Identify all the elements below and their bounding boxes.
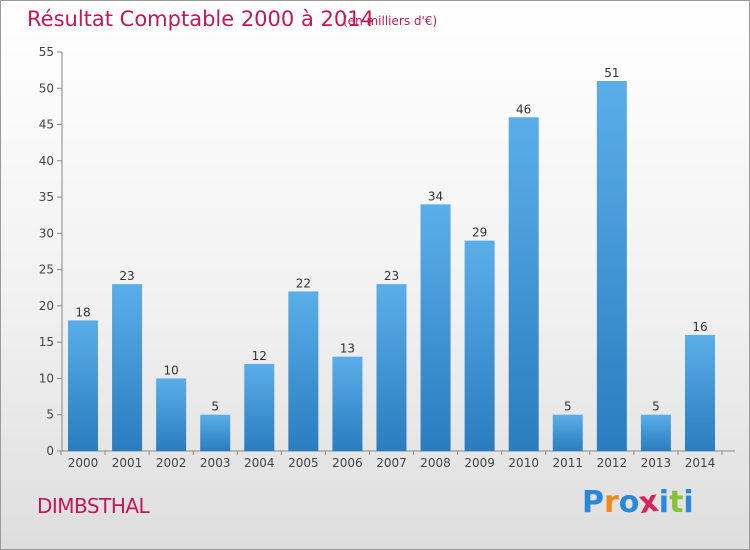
x-tick-label-2008: 2008 [420, 456, 451, 470]
data-label-2006: 13 [340, 342, 355, 356]
y-axis: 0 5 10 15 20 25 30 35 40 45 50 55 [39, 45, 63, 458]
x-tick-label-2005: 2005 [288, 456, 319, 470]
y-tick-label: 0 [46, 444, 54, 458]
bar-2014 [684, 334, 715, 451]
bar-2011 [552, 414, 583, 451]
bar-2013 [640, 414, 671, 451]
logo-letter: r [604, 485, 619, 520]
bar-2012 [596, 81, 627, 451]
data-label-2014: 16 [692, 320, 707, 334]
data-label-2011: 5 [564, 400, 572, 414]
data-label-2010: 46 [516, 102, 531, 116]
logo-letter: x [637, 483, 662, 522]
y-tick-label: 55 [39, 45, 54, 59]
data-label-2013: 5 [652, 400, 660, 414]
bar-2000 [68, 320, 98, 451]
data-label-2002: 10 [163, 363, 178, 377]
x-tick-label-2006: 2006 [332, 456, 363, 470]
x-axis: 2000 2001 2002 2003 2004 2005 2006 2007 2008 2009… [60, 450, 735, 470]
y-tick-label: 10 [39, 371, 54, 385]
bar-2005 [288, 291, 319, 451]
x-tick-label-2000: 2000 [68, 456, 99, 470]
bar-2001 [112, 284, 143, 451]
x-tick-label-2003: 2003 [200, 456, 231, 470]
x-tick-label-2001: 2001 [112, 456, 143, 470]
data-label-2009: 29 [472, 226, 487, 240]
bar-2008 [420, 204, 451, 451]
x-tick-label-2011: 2011 [552, 456, 583, 470]
logo-letter: t [669, 485, 684, 520]
data-label-2001: 23 [119, 269, 134, 283]
y-tick-label: 15 [39, 335, 54, 349]
data-label-2008: 34 [428, 189, 443, 203]
x-tick-label-2013: 2013 [641, 456, 672, 470]
town-name: DIMBSTHAL [37, 494, 150, 518]
bar-2010 [508, 117, 539, 452]
logo-letter: o [618, 485, 640, 520]
x-tick-label-2014: 2014 [685, 456, 716, 470]
proxiti-logo[interactable]: Proxiti [582, 483, 694, 522]
y-tick-label: 50 [39, 81, 54, 95]
bar-2004 [244, 363, 275, 451]
y-tick-label: 5 [46, 408, 54, 422]
x-tick-label-2007: 2007 [376, 456, 407, 470]
chart-title: Résultat Comptable 2000 à 2014 [27, 7, 374, 31]
y-tick-label: 25 [39, 263, 54, 277]
logo-letter: i [658, 485, 670, 520]
y-tick-label: 30 [39, 226, 54, 240]
y-tick-label: 20 [39, 299, 54, 313]
chart-subtitle: (en milliers d'€) [343, 14, 438, 28]
y-tick-label: 35 [39, 190, 54, 204]
x-tick-label-2004: 2004 [244, 456, 275, 470]
data-label-2012: 51 [604, 66, 619, 80]
x-tick-label-2002: 2002 [156, 456, 187, 470]
x-tick-label-2012: 2012 [597, 456, 628, 470]
bar-2003 [200, 414, 231, 451]
x-tick-label-2009: 2009 [464, 456, 495, 470]
y-tick-label: 40 [39, 154, 54, 168]
bar-2006 [332, 356, 363, 451]
data-label-2007: 23 [384, 269, 399, 283]
bar-2002 [156, 378, 187, 451]
x-tick-label-2010: 2010 [508, 456, 539, 470]
logo-letter: P [582, 485, 604, 520]
bar-2009 [464, 240, 495, 451]
bars [68, 81, 715, 452]
y-tick-label: 45 [39, 118, 54, 132]
data-label-2005: 22 [296, 276, 311, 290]
logo-letter: i [683, 485, 694, 520]
data-label-2003: 5 [211, 400, 219, 414]
data-labels: 18 23 10 5 12 22 13 23 34 29 46 5 51 5 16 [75, 66, 707, 414]
bar-2007 [376, 284, 407, 451]
data-label-2000: 18 [75, 305, 90, 319]
data-label-2004: 12 [252, 349, 267, 363]
